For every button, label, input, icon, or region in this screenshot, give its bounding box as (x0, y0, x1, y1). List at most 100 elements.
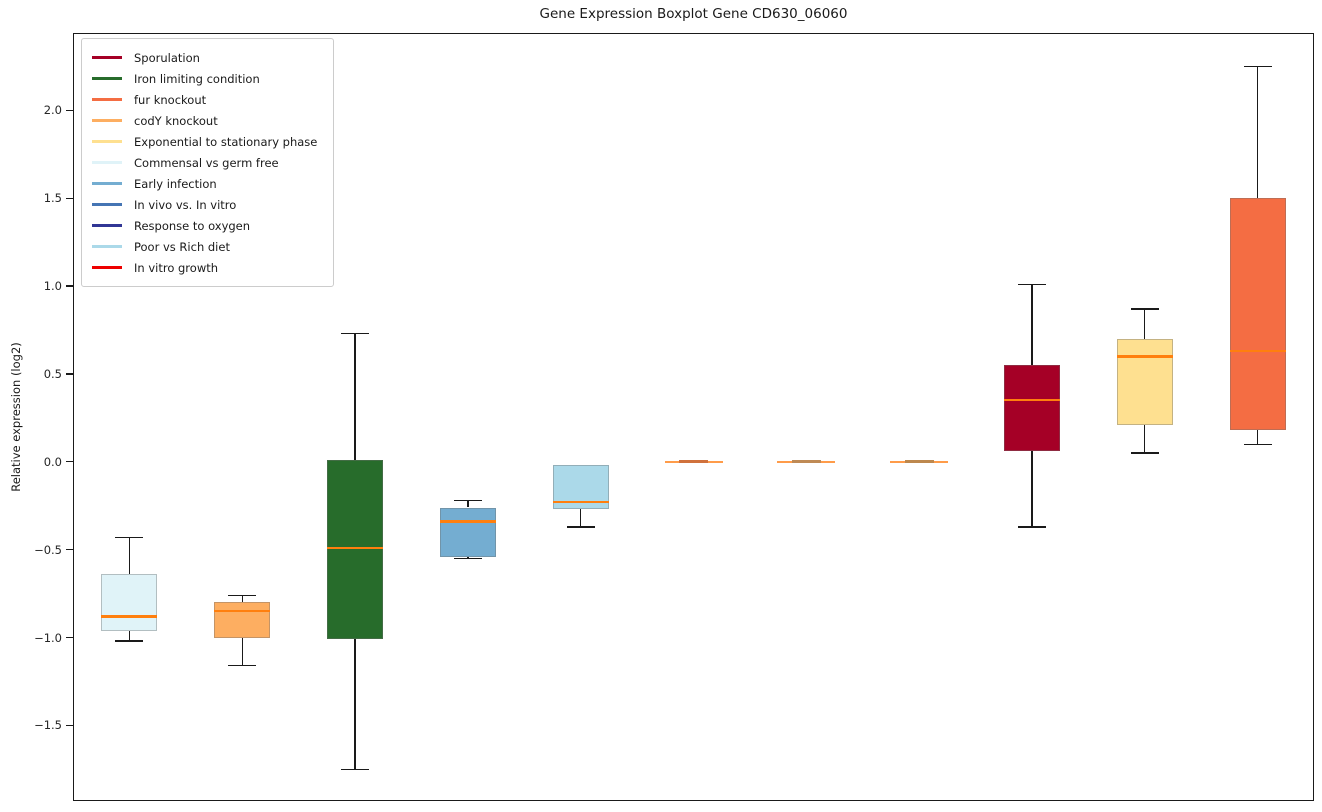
boxplot-exponential-to-stationary-phase-lower-whisker (1144, 424, 1146, 454)
boxplot-cody-knockout-box (214, 602, 271, 638)
legend-item: Poor vs Rich diet (92, 236, 317, 257)
y-tick-mark (66, 109, 73, 111)
y-tick-mark (66, 549, 73, 551)
boxplot-exponential-to-stationary-phase-box (1116, 338, 1173, 425)
legend-item-label: Exponential to stationary phase (134, 134, 318, 149)
y-tick-label: −1.0 (34, 630, 62, 645)
y-tick-mark (66, 461, 73, 463)
legend-item-label: Response to oxygen (134, 218, 251, 233)
boxplot-fur-knockout-upper-whisker (1256, 66, 1259, 199)
boxplot-iron-limiting-condition-lower-cap (341, 768, 370, 771)
boxplot-iron-limiting-condition-upper-cap (341, 332, 370, 335)
boxplot-sporulation-upper-cap (1017, 283, 1046, 285)
legend-item: In vitro growth (92, 257, 317, 278)
legend-item-label: In vivo vs. In vitro (134, 197, 237, 212)
legend-swatch-line (92, 98, 122, 101)
boxplot-commensal-vs-germ-free-lower-whisker (128, 630, 131, 642)
boxplot-iron-limiting-condition-median-line (327, 546, 384, 550)
boxplot-early-infection-median-line (439, 520, 496, 523)
y-tick-label: −0.5 (34, 542, 62, 557)
legend-item-label: In vitro growth (134, 260, 219, 275)
boxplot-sporulation-box (1003, 365, 1060, 452)
legend-item-label: Early infection (134, 176, 217, 191)
boxplot-poor-vs-rich-diet-lower-whisker (579, 509, 582, 527)
legend-item-label: Commensal vs germ free (134, 155, 279, 170)
boxplot-early-infection-upper-whisker (467, 500, 469, 508)
boxplot-fur-knockout-lower-whisker (1256, 430, 1259, 445)
chart-title: Gene Expression Boxplot Gene CD630_06060 (539, 6, 848, 22)
legend: Sporulation Iron limiting condition fur kn… (81, 38, 335, 287)
legend-swatch-line (92, 224, 122, 227)
legend-swatch-line (92, 161, 122, 164)
boxplot-response-to-oxygen-collapsed-box (904, 460, 934, 464)
y-tick-mark (66, 373, 73, 375)
legend-item: Commensal vs germ free (92, 152, 317, 173)
legend-swatch-line (92, 266, 122, 269)
boxplot-cody-knockout-lower-whisker (241, 637, 243, 666)
legend-swatch-line (92, 182, 122, 185)
boxplot-sporulation-upper-whisker (1031, 284, 1033, 366)
boxplot-commensal-vs-germ-free-upper-whisker (128, 537, 131, 575)
legend-swatch-line (92, 203, 122, 206)
boxplot-iron-limiting-condition-upper-whisker (354, 333, 356, 461)
boxplot-iron-limiting-condition-box (327, 460, 384, 640)
boxplot-poor-vs-rich-diet-median-line (552, 501, 609, 504)
boxplot-cody-knockout-upper-whisker (241, 595, 243, 603)
y-tick-label: −1.5 (34, 718, 62, 733)
boxplot-cody-knockout-median-line (214, 609, 271, 613)
legend-item: Early infection (92, 173, 317, 194)
y-tick-label: 1.0 (43, 279, 62, 294)
legend-swatch-line (92, 119, 122, 122)
legend-item: codY knockout (92, 110, 317, 131)
legend-item: Sporulation (92, 47, 317, 68)
boxplot-commensal-vs-germ-free-median-line (101, 615, 158, 618)
legend-item: Exponential to stationary phase (92, 131, 317, 152)
legend-item: Response to oxygen (92, 215, 317, 236)
legend-item-label: Poor vs Rich diet (134, 239, 230, 254)
boxplot-early-infection-lower-cap (453, 557, 482, 560)
legend-item-label: Sporulation (134, 50, 200, 65)
boxplot-fur-knockout-median-line (1229, 349, 1286, 353)
boxplot-early-infection-box (439, 507, 496, 557)
legend-item-label: codY knockout (134, 113, 218, 128)
boxplot-commensal-vs-germ-free-upper-cap (115, 536, 144, 539)
legend-swatch-line (92, 56, 122, 59)
boxplot-commensal-vs-germ-free-lower-cap (115, 640, 144, 642)
boxplot-fur-knockout-lower-cap (1243, 443, 1272, 445)
y-tick-mark (66, 636, 73, 639)
legend-item-label: fur knockout (134, 92, 207, 107)
legend-swatch-line (92, 140, 122, 143)
boxplot-cody-knockout-lower-cap (228, 664, 257, 667)
y-tick-label: 2.0 (43, 103, 62, 118)
legend-item-label: Iron limiting condition (134, 71, 260, 86)
boxplot-exponential-to-stationary-phase-upper-cap (1130, 308, 1159, 310)
boxplot-exponential-to-stationary-phase-median-line (1116, 355, 1173, 358)
y-tick-label: 0.5 (43, 366, 62, 381)
boxplot-poor-vs-rich-diet-lower-cap (566, 526, 595, 528)
boxplot-commensal-vs-germ-free-box (101, 574, 158, 631)
boxplot-in-vivo-vs-in-vitro-collapsed-box (791, 460, 821, 464)
y-tick-mark (66, 285, 73, 287)
legend-item: fur knockout (92, 89, 317, 110)
boxplot-early-infection-lower-whisker (467, 556, 469, 559)
boxplot-exponential-to-stationary-phase-lower-cap (1130, 452, 1159, 454)
legend-item: Iron limiting condition (92, 68, 317, 89)
boxplot-in-vitro-growth-collapsed-box (679, 460, 708, 464)
legend-item: In vivo vs. In vitro (92, 194, 317, 215)
legend-swatch-line (92, 245, 122, 248)
y-tick-label: 1.5 (43, 191, 62, 206)
boxplot-fur-knockout-box (1229, 198, 1286, 431)
boxplot-early-infection-upper-cap (453, 499, 482, 502)
boxplot-sporulation-lower-cap (1017, 526, 1046, 528)
boxplot-sporulation-median-line (1003, 399, 1060, 402)
boxplot-cody-knockout-upper-cap (228, 594, 257, 597)
y-tick-mark (66, 197, 73, 199)
boxplot-fur-knockout-upper-cap (1243, 65, 1272, 68)
boxplot-iron-limiting-condition-lower-whisker (354, 639, 356, 770)
boxplot-sporulation-lower-whisker (1031, 451, 1033, 527)
boxplot-poor-vs-rich-diet-upper-cap (566, 464, 595, 467)
y-tick-mark (66, 724, 73, 727)
y-tick-label: 0.0 (43, 454, 62, 469)
boxplot-exponential-to-stationary-phase-upper-whisker (1144, 308, 1146, 339)
